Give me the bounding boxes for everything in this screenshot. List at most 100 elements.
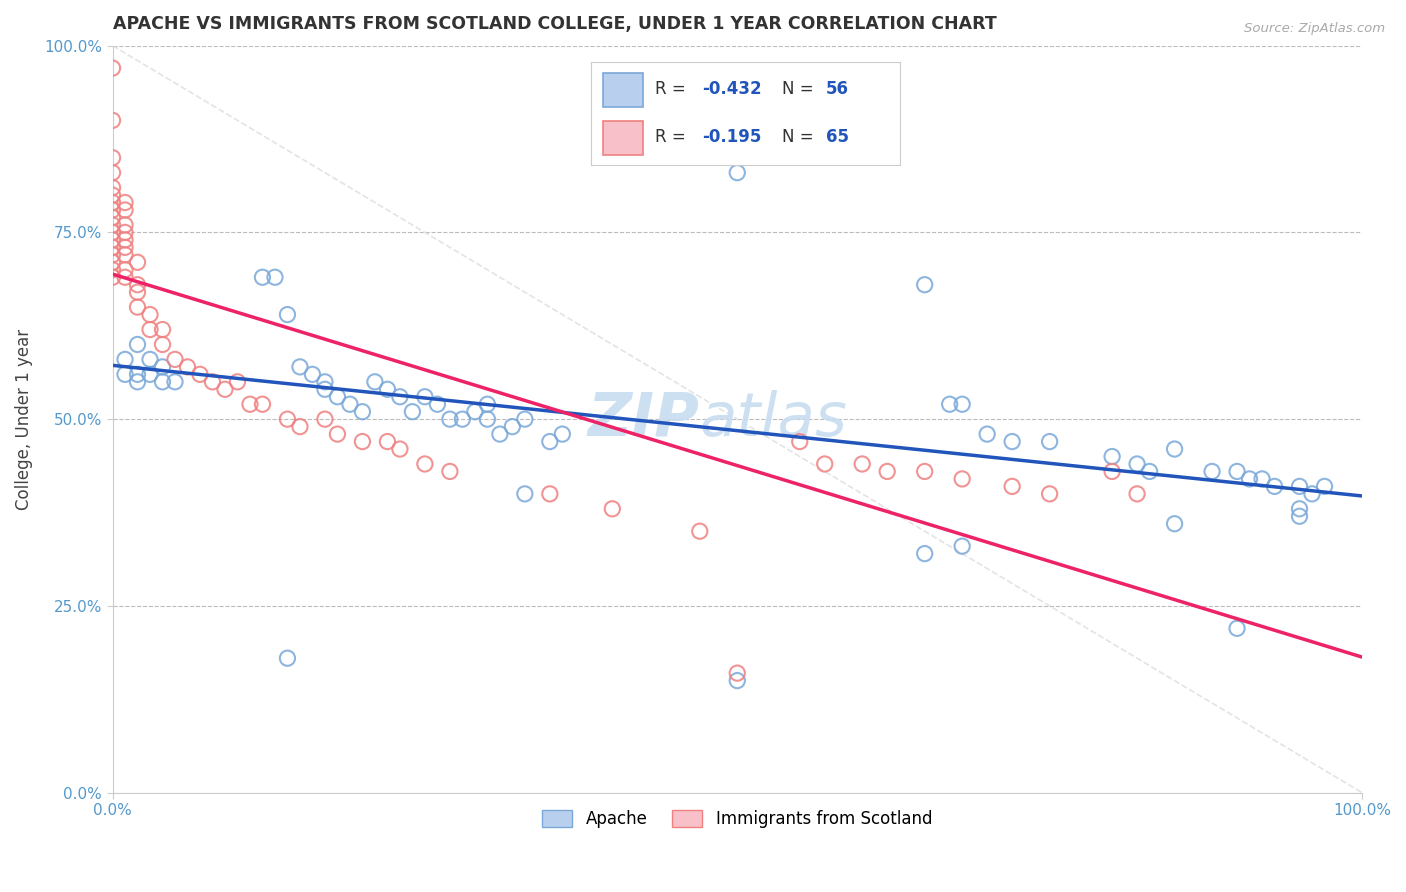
Point xyxy=(101,113,124,128)
Text: R =: R = xyxy=(655,80,692,98)
Point xyxy=(264,270,287,285)
Point xyxy=(139,322,162,336)
Point xyxy=(1251,472,1274,486)
Point xyxy=(101,226,124,240)
Point xyxy=(101,248,124,262)
Point xyxy=(114,226,136,240)
Point xyxy=(1139,465,1161,479)
Point xyxy=(1288,501,1310,516)
Point xyxy=(725,166,748,180)
Point xyxy=(252,270,274,285)
Point xyxy=(152,359,174,374)
Point xyxy=(1126,457,1149,471)
Point xyxy=(477,412,499,426)
Point xyxy=(876,465,898,479)
Point xyxy=(176,359,198,374)
Point xyxy=(188,368,211,382)
Point xyxy=(114,248,136,262)
Point xyxy=(314,375,336,389)
Point xyxy=(1126,487,1149,501)
Point xyxy=(139,368,162,382)
Point xyxy=(388,442,411,456)
Point xyxy=(152,322,174,336)
FancyBboxPatch shape xyxy=(603,121,643,155)
Point xyxy=(352,434,374,449)
Point xyxy=(439,412,461,426)
Point xyxy=(1001,479,1024,493)
Point xyxy=(451,412,474,426)
Point xyxy=(288,359,311,374)
Point xyxy=(513,487,536,501)
Point xyxy=(201,375,224,389)
Point xyxy=(101,188,124,202)
Point xyxy=(114,233,136,247)
Point xyxy=(1313,479,1336,493)
Point xyxy=(114,202,136,217)
Point xyxy=(551,427,574,442)
Point xyxy=(127,285,149,300)
Point xyxy=(513,412,536,426)
Y-axis label: College, Under 1 year: College, Under 1 year xyxy=(15,328,32,509)
Point xyxy=(1226,621,1249,635)
Point xyxy=(352,405,374,419)
Point xyxy=(689,136,711,150)
Point xyxy=(101,255,124,269)
Text: 56: 56 xyxy=(825,80,849,98)
Point xyxy=(127,255,149,269)
Point xyxy=(725,666,748,681)
Point xyxy=(326,390,349,404)
Point xyxy=(602,501,624,516)
Point xyxy=(114,270,136,285)
Text: ZIP: ZIP xyxy=(588,390,700,449)
Point xyxy=(1239,472,1261,486)
Point xyxy=(364,375,387,389)
Point xyxy=(101,195,124,210)
Point xyxy=(1288,479,1310,493)
Point xyxy=(152,337,174,351)
Point xyxy=(538,487,561,501)
Point xyxy=(1226,465,1249,479)
Point xyxy=(127,375,149,389)
Point xyxy=(1039,434,1062,449)
Point xyxy=(1163,516,1185,531)
Point xyxy=(489,427,512,442)
FancyBboxPatch shape xyxy=(603,73,643,106)
Point xyxy=(477,397,499,411)
Point xyxy=(114,195,136,210)
Point xyxy=(789,434,811,449)
Point xyxy=(401,405,423,419)
Point xyxy=(326,427,349,442)
Point xyxy=(914,465,936,479)
Point xyxy=(388,390,411,404)
Point xyxy=(101,233,124,247)
Point xyxy=(301,368,323,382)
Point xyxy=(139,352,162,367)
Text: N =: N = xyxy=(782,128,820,146)
Point xyxy=(1288,509,1310,524)
Text: 65: 65 xyxy=(825,128,849,146)
Point xyxy=(950,472,973,486)
Text: N =: N = xyxy=(782,80,820,98)
Point xyxy=(114,218,136,232)
Point xyxy=(226,375,249,389)
Point xyxy=(377,434,399,449)
Text: -0.195: -0.195 xyxy=(702,128,761,146)
Point xyxy=(1101,465,1123,479)
Point xyxy=(101,270,124,285)
Text: atlas: atlas xyxy=(700,390,848,449)
Point xyxy=(426,397,449,411)
Point xyxy=(252,397,274,411)
Point xyxy=(439,465,461,479)
Point xyxy=(101,240,124,254)
Point xyxy=(413,390,436,404)
Point xyxy=(1301,487,1323,501)
Point xyxy=(127,277,149,292)
Point xyxy=(413,457,436,471)
Point xyxy=(276,412,298,426)
Text: APACHE VS IMMIGRANTS FROM SCOTLAND COLLEGE, UNDER 1 YEAR CORRELATION CHART: APACHE VS IMMIGRANTS FROM SCOTLAND COLLE… xyxy=(112,15,997,33)
Point xyxy=(152,375,174,389)
Point xyxy=(163,375,186,389)
Point xyxy=(1163,442,1185,456)
Point xyxy=(101,180,124,194)
Point xyxy=(127,300,149,314)
